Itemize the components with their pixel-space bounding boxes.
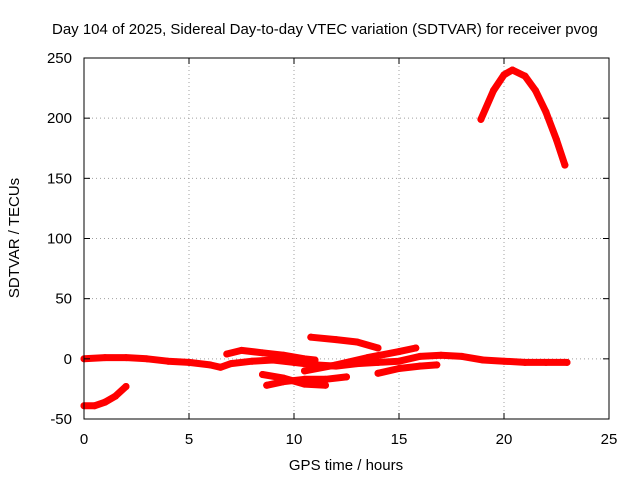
data-point (479, 356, 487, 364)
tick-layer: 0 5 10 15 20 25 -50 0 50 100 150 200 250 (47, 50, 617, 448)
y-tick-label: 100 (47, 231, 72, 248)
data-point (259, 370, 266, 378)
data-point (561, 161, 569, 169)
data-point (395, 364, 403, 372)
data-point (185, 358, 193, 366)
data-point (164, 357, 172, 365)
data-point (542, 108, 550, 116)
data-point (521, 72, 529, 80)
data-point (477, 115, 485, 123)
data-point (500, 357, 508, 365)
data-point (122, 383, 130, 391)
y-tick-label: 0 (64, 351, 72, 368)
data-point (374, 344, 382, 352)
data-point (437, 351, 445, 359)
data-point (458, 352, 466, 360)
data-point (301, 380, 308, 388)
data-point (553, 136, 560, 144)
data-point (532, 86, 539, 94)
data-point (101, 398, 109, 406)
data-point (374, 369, 382, 377)
data-point (263, 381, 271, 389)
data-point (332, 361, 340, 369)
data-point (280, 351, 287, 359)
data-point (227, 360, 235, 368)
data-point (238, 346, 245, 354)
data-point (269, 356, 277, 364)
data-point (332, 336, 340, 344)
y-tick-label: -50 (50, 411, 72, 428)
data-point (395, 357, 403, 365)
data-point (217, 363, 224, 371)
data-point (500, 71, 508, 79)
data-point (307, 333, 315, 341)
data-point (301, 367, 308, 375)
y-tick-label: 250 (47, 50, 72, 67)
x-tick-label: 10 (286, 431, 303, 448)
data-point (508, 66, 516, 74)
data-point (416, 352, 424, 360)
data-point (112, 392, 119, 400)
data-point (395, 348, 403, 356)
data-point (412, 344, 420, 352)
series-arc-6 (307, 333, 382, 352)
y-tick-label: 200 (47, 110, 72, 127)
data-point (433, 361, 441, 369)
data-point (353, 338, 361, 346)
data-point (364, 354, 371, 362)
x-tick-label: 20 (496, 431, 513, 448)
data-point (521, 358, 529, 366)
data-point (206, 361, 214, 369)
data-point (542, 358, 550, 366)
data-point (343, 373, 350, 381)
data-point (122, 354, 130, 362)
data-point (322, 375, 329, 383)
series-layer (80, 66, 571, 410)
data-point (223, 350, 231, 358)
data-point (301, 355, 308, 363)
data-point (563, 358, 571, 366)
y-tick-label: 150 (47, 170, 72, 187)
x-tick-label: 0 (80, 431, 88, 448)
data-point (248, 357, 256, 365)
x-tick-label: 25 (601, 431, 618, 448)
chart-title: Day 104 of 2025, Sidereal Day-to-day VTE… (52, 21, 598, 38)
x-tick-label: 15 (391, 431, 408, 448)
data-point (259, 349, 266, 357)
data-point (280, 374, 287, 382)
data-point (374, 358, 382, 366)
data-point (143, 355, 151, 363)
x-axis-label: GPS time / hours (289, 457, 403, 474)
y-tick-label: 50 (55, 291, 72, 308)
data-point (311, 356, 319, 364)
x-tick-label: 5 (185, 431, 193, 448)
data-point (322, 381, 329, 389)
data-point (490, 86, 497, 94)
series-arc-8 (374, 361, 441, 377)
data-point (416, 362, 424, 370)
data-point (91, 402, 98, 410)
series-arc-5 (259, 371, 329, 389)
y-axis-label: SDTVAR / TECUs (6, 178, 23, 298)
data-point (101, 354, 109, 362)
